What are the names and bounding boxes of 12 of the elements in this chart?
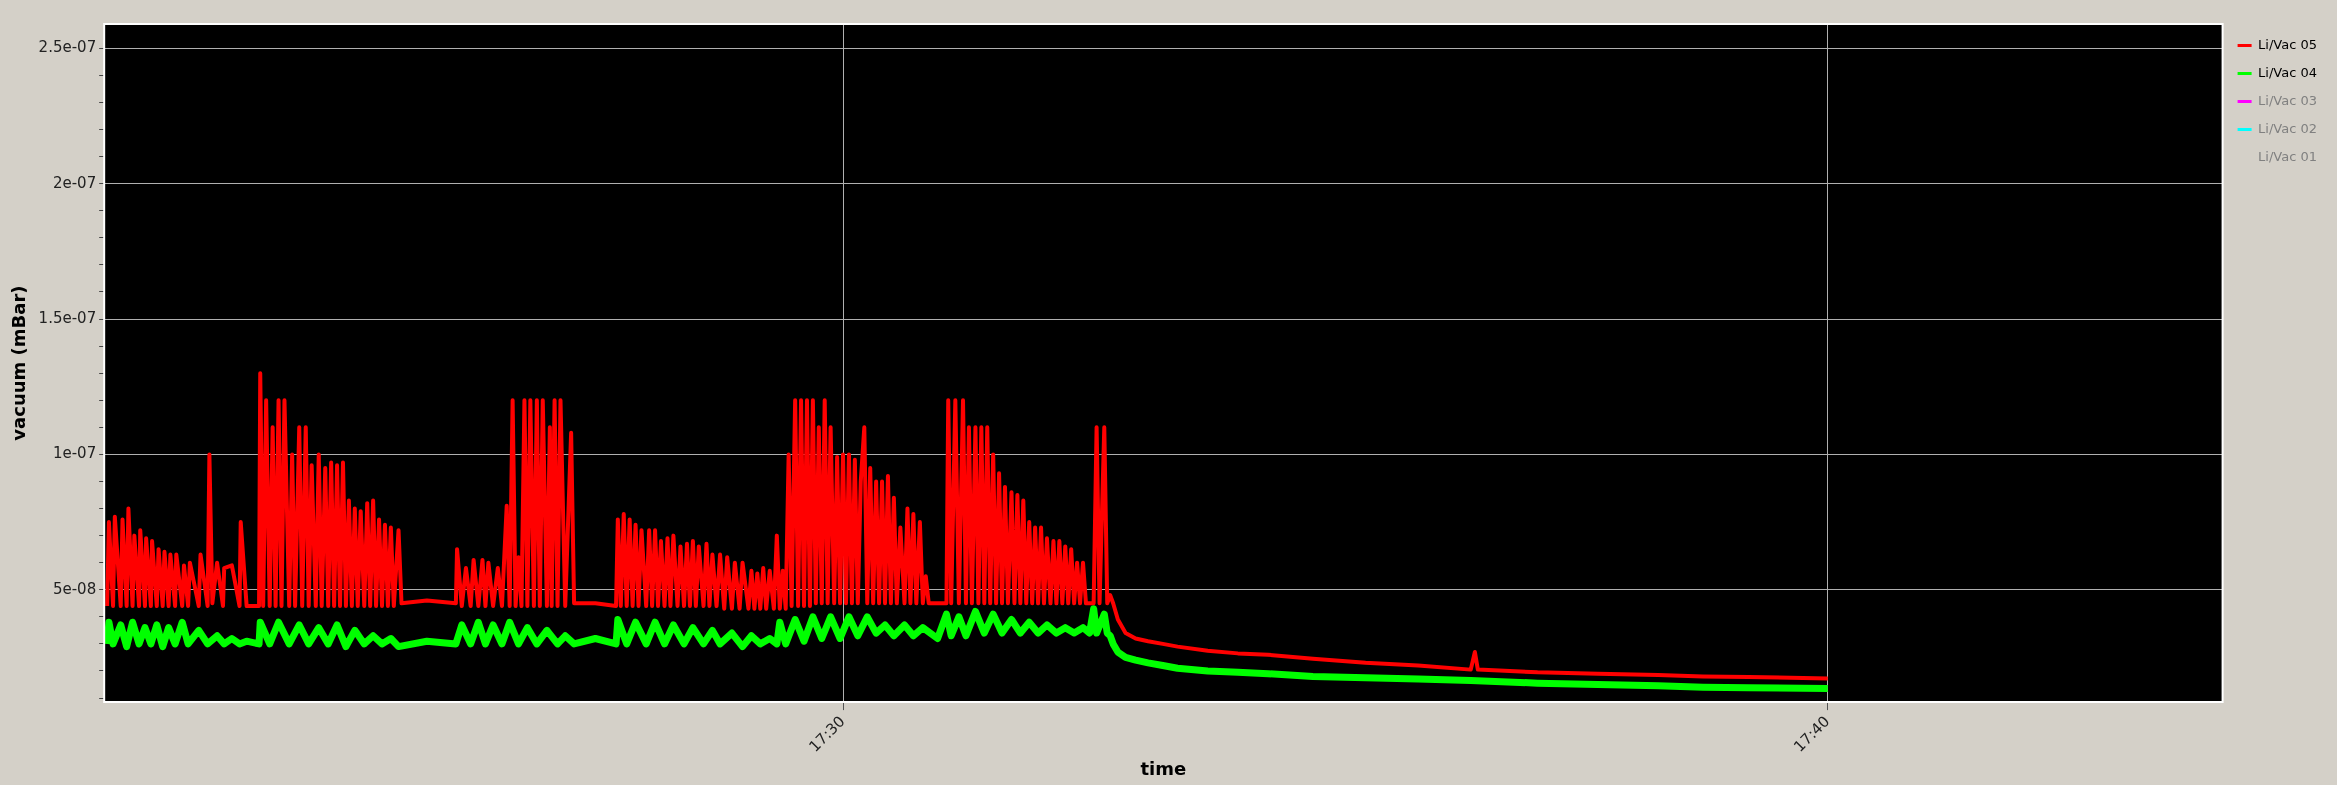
legend-label: Li/Vac 05 xyxy=(2258,36,2317,52)
y-tick-label: 1e-07 xyxy=(52,444,97,463)
legend-label: Li/Vac 02 xyxy=(2258,120,2317,136)
y-tick-label: 1.5e-07 xyxy=(38,308,97,327)
legend-label: Li/Vac 03 xyxy=(2258,92,2317,108)
y-axis-title: vacuum (mBar) xyxy=(8,285,30,441)
text: Li/Vac 01 xyxy=(2258,148,2317,164)
y-tick-label: 2.5e-07 xyxy=(38,38,97,57)
y-tick-label: 5e-08 xyxy=(52,579,97,598)
x-axis-title: time xyxy=(1140,757,1187,779)
y-tick-label: 2e-07 xyxy=(52,173,97,192)
legend-label: Li/Vac 04 xyxy=(2258,64,2317,80)
